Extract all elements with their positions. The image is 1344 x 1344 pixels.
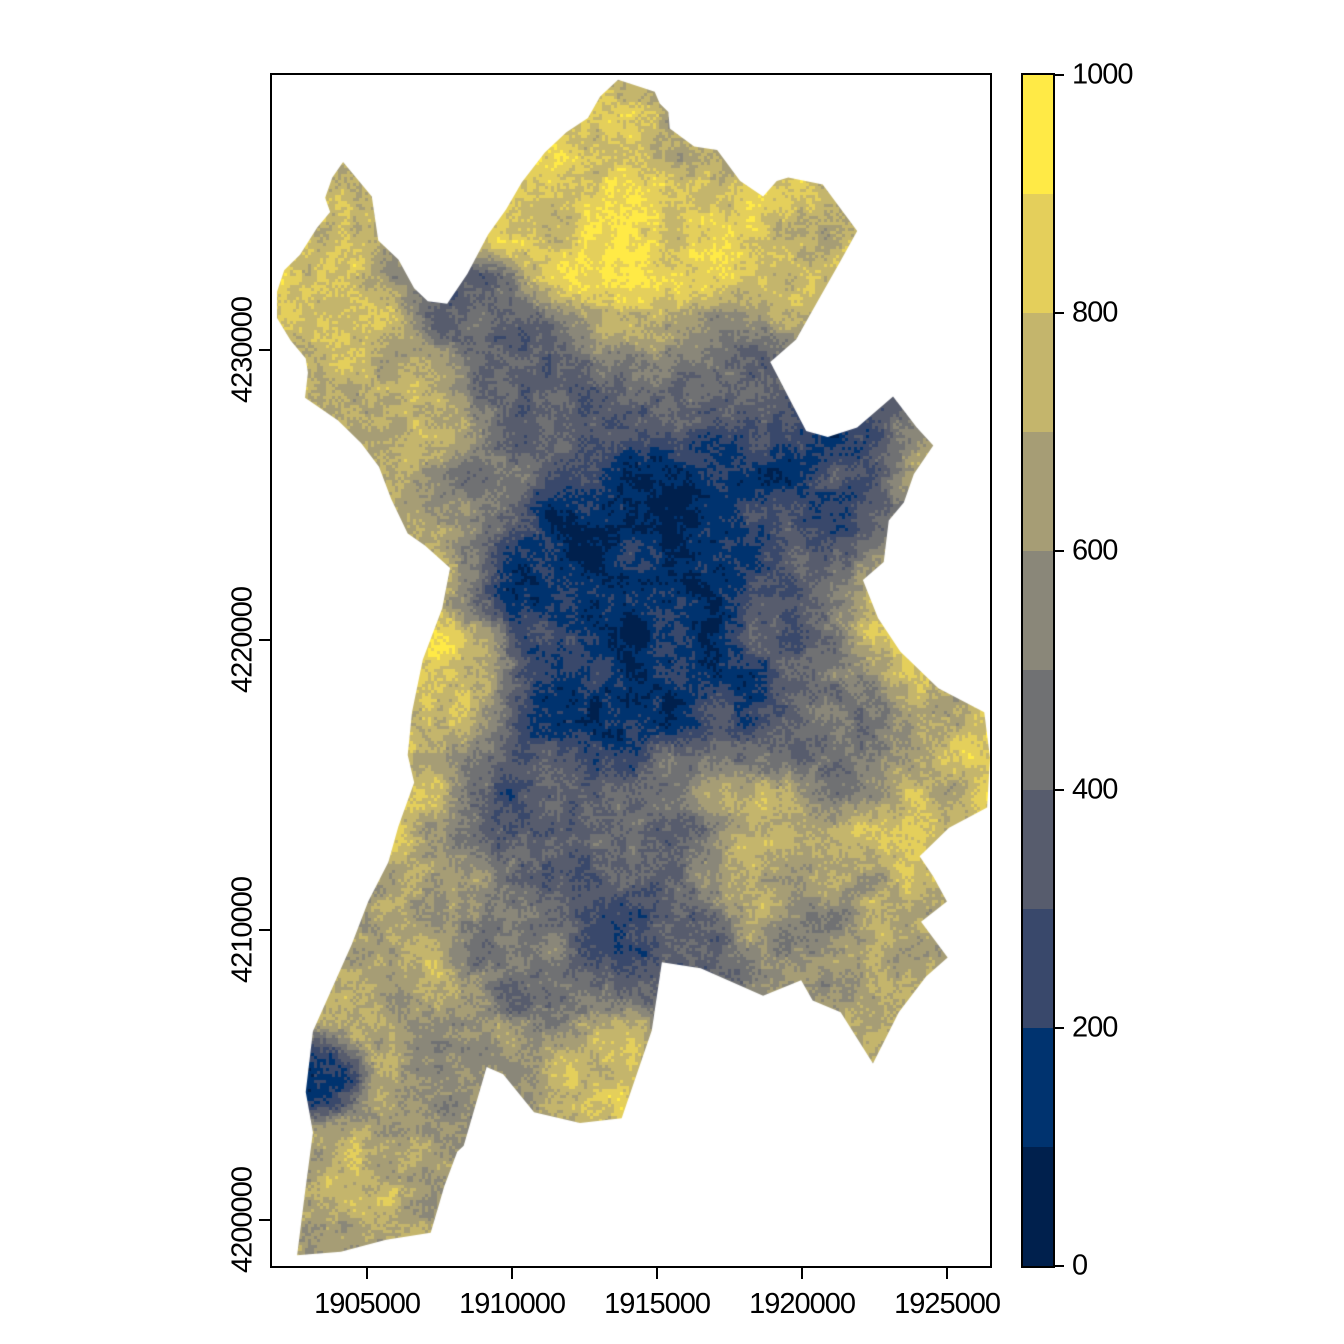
legend-color-band bbox=[1023, 194, 1053, 314]
y-axis-tick-label: 4210000 bbox=[226, 876, 259, 983]
y-axis-tick bbox=[259, 638, 272, 641]
legend-tick bbox=[1055, 312, 1064, 315]
legend-tick-label: 1000 bbox=[1072, 58, 1134, 91]
x-axis-tick-label: 1920000 bbox=[749, 1288, 856, 1320]
x-axis-tick bbox=[366, 1266, 369, 1279]
legend-tick-label: 600 bbox=[1072, 534, 1118, 567]
x-axis-tick bbox=[801, 1266, 804, 1279]
legend-color-band bbox=[1023, 75, 1053, 195]
legend-tick-label: 400 bbox=[1072, 773, 1118, 806]
legend-tick-label: 800 bbox=[1072, 296, 1118, 329]
legend-tick bbox=[1055, 1265, 1064, 1267]
elevation-raster-canvas bbox=[272, 75, 990, 1266]
x-axis-tick-label: 1905000 bbox=[314, 1288, 421, 1320]
y-axis-tick bbox=[259, 1218, 272, 1221]
x-axis-tick-label: 1910000 bbox=[459, 1288, 566, 1320]
y-axis-tick-label: 4230000 bbox=[226, 296, 259, 403]
x-axis-tick bbox=[511, 1266, 514, 1279]
legend-color-band bbox=[1023, 1027, 1053, 1147]
legend-tick bbox=[1055, 550, 1064, 553]
y-axis-tick-label: 4220000 bbox=[226, 586, 259, 693]
legend-tick-label: 200 bbox=[1072, 1011, 1118, 1044]
x-axis-tick-label: 1925000 bbox=[894, 1288, 1001, 1320]
y-axis-tick-label: 4200000 bbox=[226, 1166, 259, 1273]
x-axis-tick-label: 1915000 bbox=[604, 1288, 711, 1320]
legend-colorbar bbox=[1021, 73, 1055, 1268]
legend-tick-label: 0 bbox=[1072, 1249, 1088, 1282]
x-axis-tick bbox=[656, 1266, 659, 1279]
legend-tick bbox=[1055, 74, 1064, 76]
legend-color-band bbox=[1023, 432, 1053, 552]
y-axis-tick bbox=[259, 928, 272, 931]
legend-color-band bbox=[1023, 551, 1053, 671]
legend-color-band bbox=[1023, 789, 1053, 909]
legend-tick bbox=[1055, 1026, 1064, 1029]
legend-color-band bbox=[1023, 908, 1053, 1028]
legend-tick bbox=[1055, 788, 1064, 791]
y-axis-tick bbox=[259, 348, 272, 351]
legend-color-band bbox=[1023, 313, 1053, 433]
x-axis-tick bbox=[946, 1266, 949, 1279]
legend-color-band bbox=[1023, 1146, 1053, 1266]
legend-color-band bbox=[1023, 670, 1053, 790]
plot-border bbox=[270, 73, 992, 1268]
